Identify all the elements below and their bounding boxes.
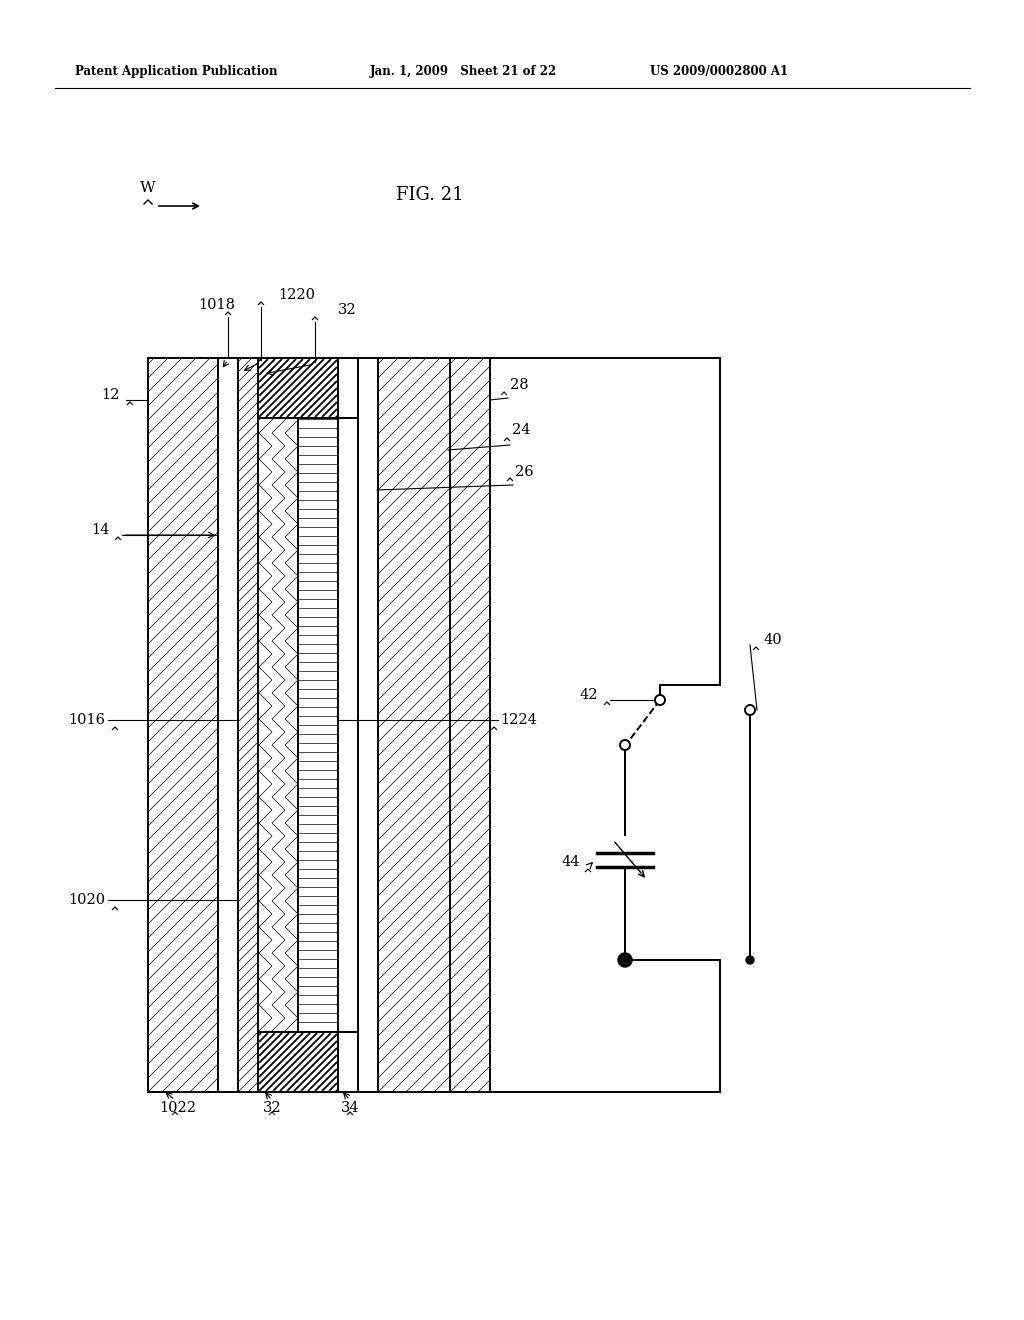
Text: 28: 28	[510, 378, 528, 392]
Text: 32: 32	[263, 1101, 282, 1115]
Bar	[450, 358, 490, 1092]
Text: 42: 42	[580, 688, 598, 702]
Text: 32: 32	[338, 304, 356, 317]
Text: 1220: 1220	[279, 288, 315, 302]
Text: 14: 14	[91, 523, 110, 537]
Text: Patent Application Publication: Patent Application Publication	[75, 66, 278, 78]
Circle shape	[746, 956, 754, 964]
Bar	[258, 1032, 358, 1092]
Circle shape	[745, 705, 755, 715]
Text: 12: 12	[101, 388, 120, 403]
Bar	[258, 418, 298, 1032]
Bar	[218, 358, 238, 1092]
Text: 24: 24	[512, 422, 530, 437]
Bar	[258, 358, 338, 418]
Bar	[258, 1032, 338, 1092]
Text: FIG. 21: FIG. 21	[396, 186, 464, 205]
Text: 34: 34	[341, 1101, 359, 1115]
Bar	[358, 358, 378, 1092]
Bar	[148, 358, 218, 1092]
Text: 1022: 1022	[160, 1101, 197, 1115]
Text: 1020: 1020	[68, 894, 105, 907]
Text: W: W	[140, 181, 156, 195]
Circle shape	[618, 953, 632, 968]
Bar	[258, 358, 358, 418]
Bar	[298, 418, 338, 1032]
Text: 44: 44	[561, 855, 580, 869]
Text: 1224: 1224	[500, 713, 537, 727]
Bar	[338, 418, 358, 1032]
Text: 26: 26	[515, 465, 534, 479]
Text: 40: 40	[764, 634, 782, 647]
Text: 1018: 1018	[199, 298, 236, 312]
Text: US 2009/0002800 A1: US 2009/0002800 A1	[650, 66, 788, 78]
Bar	[378, 358, 450, 1092]
Bar	[238, 358, 258, 1092]
Text: Jan. 1, 2009   Sheet 21 of 22: Jan. 1, 2009 Sheet 21 of 22	[370, 66, 557, 78]
Circle shape	[620, 741, 630, 750]
Text: 1016: 1016	[68, 713, 105, 727]
Circle shape	[655, 696, 665, 705]
